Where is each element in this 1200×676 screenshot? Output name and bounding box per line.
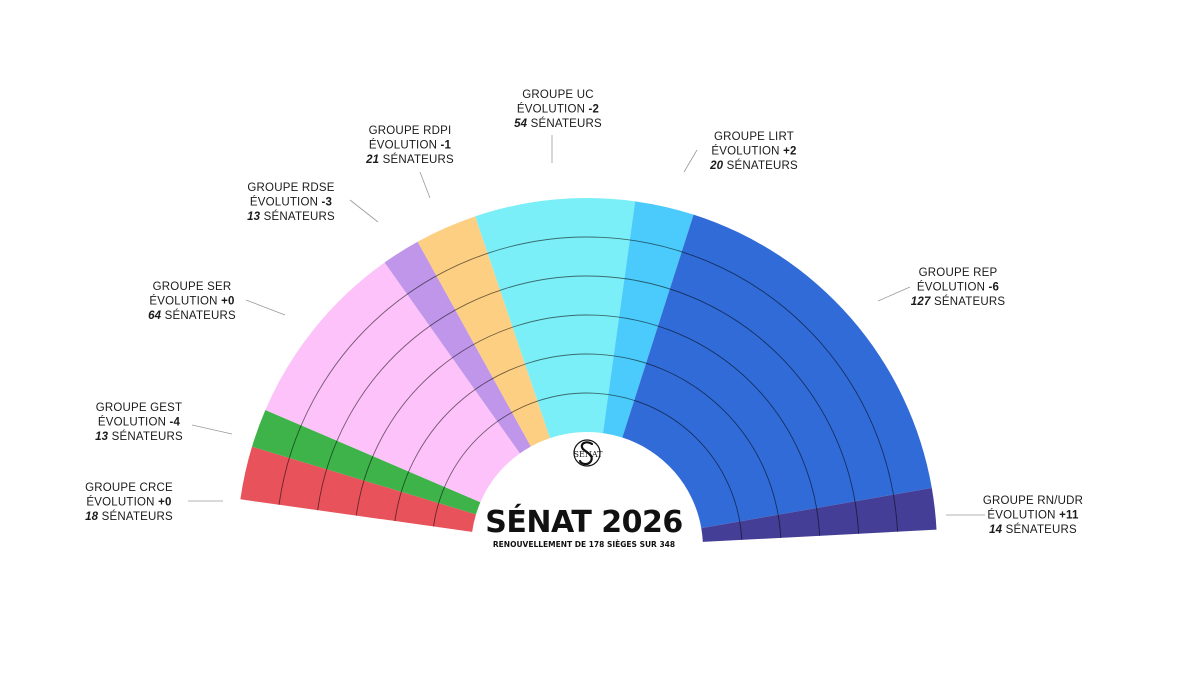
label-groupe-rdse: GROUPE RDSE ÉVOLUTION -3 13 SÉNATEURS: [247, 182, 335, 223]
leader-line-groupe-ser: [245, 299, 286, 316]
label-seats-unit: SÉNATEURS: [379, 153, 454, 166]
sector-groupe-rdse: [384, 241, 531, 454]
sector-groupe-rn-udr: [701, 487, 937, 542]
label-seats-unit: SÉNATEURS: [161, 309, 236, 322]
label-groupe-crce: GROUPE CRCE ÉVOLUTION +0 18 SÉNATEURS: [85, 482, 173, 523]
sector-groupe-crce: [240, 446, 476, 532]
logo-s-icon: [578, 441, 594, 466]
label-seats-value: 13: [247, 211, 261, 223]
label-seats-unit: SÉNATEURS: [260, 210, 335, 223]
label-evolution: ÉVOLUTION -3: [250, 196, 332, 209]
label-group-name: GROUPE LIRT: [714, 131, 794, 143]
label-groupe-uc: GROUPE UC ÉVOLUTION -2 54 SÉNATEURS: [514, 89, 602, 130]
label-seats-value: 20: [709, 160, 724, 172]
label-seats: 21 SÉNATEURS: [365, 153, 454, 166]
sector-groupe-lirt: [602, 201, 694, 438]
leader-lines-layer: [188, 135, 985, 516]
leader-line-groupe-rep: [877, 286, 911, 302]
label-evolution: ÉVOLUTION -1: [369, 139, 452, 152]
label-groupe-gest: GROUPE GEST ÉVOLUTION -4 13 SÉNATEURS: [95, 402, 183, 443]
leader-line-groupe-gest: [191, 424, 233, 435]
label-seats-value: 18: [85, 511, 99, 523]
ring-line: [278, 236, 899, 532]
label-evolution-value: -1: [441, 140, 452, 152]
label-seats-value: 54: [514, 118, 528, 130]
label-seats: 64 SÉNATEURS: [148, 309, 236, 322]
leader-line-groupe-lirt: [683, 149, 698, 173]
label-groupe-ser: GROUPE SER ÉVOLUTION +0 64 SÉNATEURS: [148, 281, 236, 322]
logo-text: SÉNAT: [574, 450, 604, 459]
label-group-name: GROUPE RN/UDR: [983, 495, 1083, 507]
label-seats-unit: SÉNATEURS: [98, 510, 173, 523]
chart-subtitle: RENOUVELLEMENT DE 178 SIÈGES SUR 348: [493, 540, 675, 549]
ring-line: [355, 314, 821, 536]
label-seats: 14 SÉNATEURS: [989, 523, 1077, 536]
label-evolution: ÉVOLUTION -4: [98, 416, 181, 429]
sector-groupe-rdpi: [417, 216, 550, 447]
sector-groupe-ser: [265, 262, 520, 503]
ring-line: [433, 392, 743, 540]
label-seats: 54 SÉNATEURS: [514, 117, 602, 130]
label-evolution: ÉVOLUTION +11: [987, 509, 1079, 522]
label-group-name: GROUPE RDPI: [369, 125, 452, 137]
label-seats-value: 13: [95, 431, 109, 443]
label-seats: 13 SÉNATEURS: [247, 210, 335, 223]
label-seats-value: 21: [365, 154, 379, 166]
label-seats-value: 14: [989, 524, 1003, 536]
label-seats-unit: SÉNATEURS: [1002, 523, 1077, 536]
sector-groupe-gest: [252, 409, 481, 515]
label-evolution: ÉVOLUTION -6: [917, 281, 999, 294]
chart-title: SÉNAT 2026: [485, 504, 683, 540]
label-evolution: ÉVOLUTION +2: [711, 145, 796, 158]
label-evolution-value: +0: [158, 497, 172, 509]
label-evolution-value: -4: [170, 417, 181, 429]
label-seats-value: 127: [911, 296, 931, 308]
label-groupe-rep: GROUPE REP ÉVOLUTION -6 127 SÉNATEURS: [911, 267, 1006, 308]
label-evolution: ÉVOLUTION -2: [517, 103, 599, 116]
label-seats-unit: SÉNATEURS: [723, 159, 798, 172]
logo-seal-icon: [573, 439, 601, 467]
label-group-name: GROUPE GEST: [96, 402, 183, 414]
label-evolution: ÉVOLUTION +0: [86, 496, 171, 509]
label-seats-unit: SÉNATEURS: [931, 295, 1006, 308]
label-evolution-value: -6: [989, 282, 1000, 294]
labels-layer: GROUPE CRCE ÉVOLUTION +0 18 SÉNATEURSGROUP…: [85, 89, 1083, 536]
label-evolution: ÉVOLUTION +0: [149, 295, 234, 308]
label-groupe-rn-udr: GROUPE RN/UDR ÉVOLUTION +11 14 SÉNATEURS: [983, 495, 1083, 536]
label-group-name: GROUPE RDSE: [247, 182, 334, 194]
label-groupe-lirt: GROUPE LIRT ÉVOLUTION +2 20 SÉNATEURS: [709, 131, 798, 172]
ring-line: [317, 275, 860, 534]
label-group-name: GROUPE UC: [522, 89, 593, 101]
label-seats-unit: SÉNATEURS: [527, 117, 602, 130]
sectors-layer: [240, 198, 937, 542]
senat-logo: SÉNAT: [573, 439, 604, 467]
label-seats: 20 SÉNATEURS: [709, 159, 798, 172]
ring-lines-layer: [278, 236, 899, 540]
label-group-name: GROUPE SER: [153, 281, 232, 293]
label-group-name: GROUPE REP: [919, 267, 998, 279]
label-groupe-rdpi: GROUPE RDPI ÉVOLUTION -1 21 SÉNATEURS: [365, 125, 454, 166]
label-evolution-value: +2: [783, 146, 797, 158]
label-evolution-value: -3: [322, 197, 333, 209]
label-group-name: GROUPE CRCE: [85, 482, 173, 494]
leader-line-groupe-rdse: [349, 199, 379, 223]
sector-groupe-uc: [475, 198, 636, 439]
label-seats: 18 SÉNATEURS: [85, 510, 173, 523]
label-evolution-value: -2: [589, 104, 600, 116]
ring-line: [394, 353, 782, 538]
label-evolution-value: +0: [221, 296, 235, 308]
label-seats: 127 SÉNATEURS: [911, 295, 1006, 308]
label-seats-unit: SÉNATEURS: [108, 430, 183, 443]
label-evolution-value: +11: [1059, 510, 1079, 522]
label-seats-value: 64: [148, 310, 162, 322]
sector-groupe-rep: [622, 214, 932, 529]
label-seats: 13 SÉNATEURS: [95, 430, 183, 443]
leader-line-groupe-rdpi: [419, 171, 431, 199]
